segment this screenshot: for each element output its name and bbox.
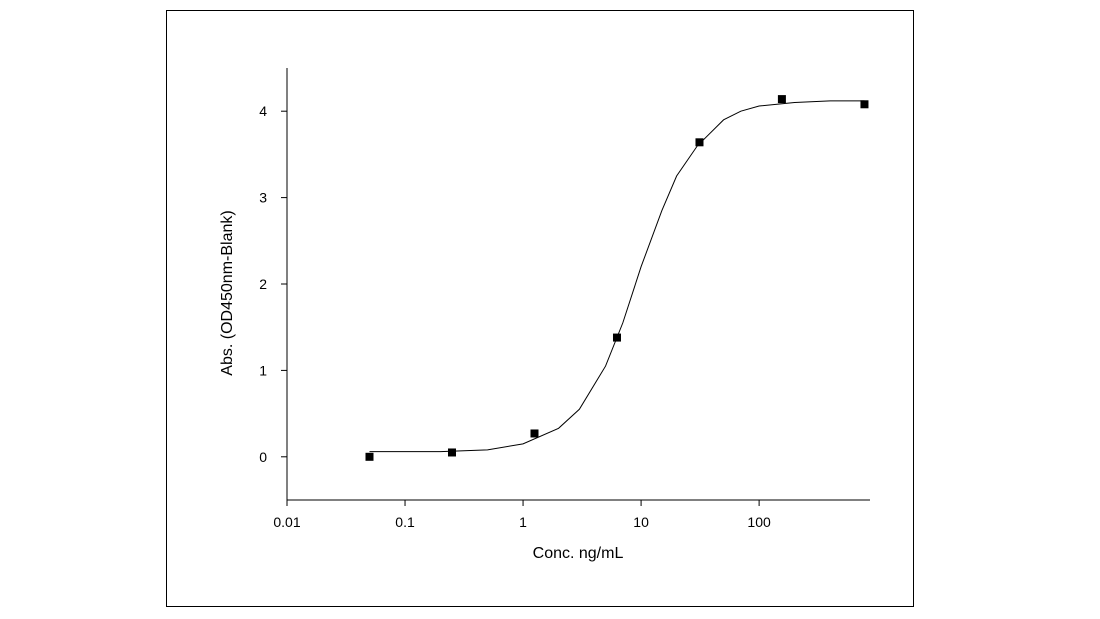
x-tick-label: 0.01	[273, 514, 300, 530]
data-point	[530, 429, 539, 438]
y-axis-label: Abs. (OD450nm-Blank)	[219, 210, 236, 375]
data-point	[860, 100, 869, 109]
y-tick-label: 3	[259, 190, 267, 206]
x-tick-label: 1	[519, 514, 527, 530]
fit-curve	[369, 100, 865, 453]
x-axis-label: Conc. ng/mL	[533, 545, 624, 562]
data-point	[447, 448, 456, 457]
y-tick-label: 1	[259, 362, 267, 378]
x-tick-label: 100	[747, 514, 771, 530]
y-tick-label: 2	[259, 276, 267, 292]
data-point	[695, 138, 704, 147]
data-point	[777, 95, 786, 104]
y-tick-label: 4	[259, 103, 267, 119]
x-tick-label: 0.1	[395, 514, 415, 530]
frame	[166, 10, 914, 607]
x-tick-label: 10	[633, 514, 649, 530]
y-tick-label: 0	[259, 449, 267, 465]
data-point	[365, 452, 374, 461]
